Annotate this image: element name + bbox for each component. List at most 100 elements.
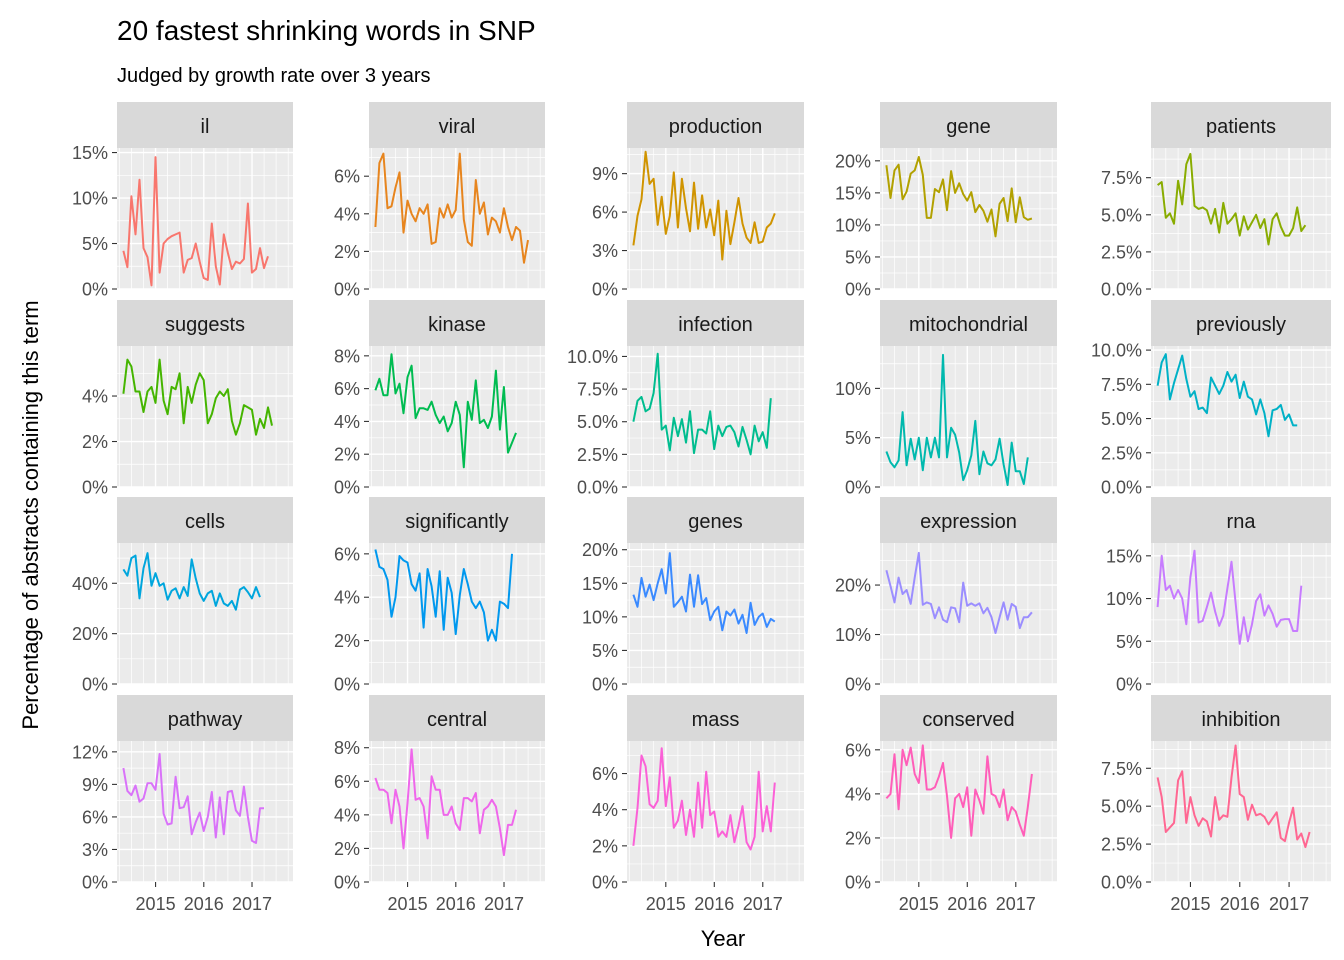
y-tick-label: 20%: [582, 540, 618, 560]
facet-infection: infection 0.0% 2.5% 5.0% 7.5% 10.0%: [567, 300, 804, 498]
facet-strip: [627, 102, 804, 148]
series-line: [122, 156, 269, 287]
y-tick-label: 6%: [845, 740, 871, 760]
x-tick-label: 2015: [1170, 894, 1210, 914]
facet-strip-label: infection: [678, 314, 753, 336]
y-tick-label: 12%: [72, 742, 108, 762]
facet-strip: [117, 695, 293, 741]
facet-strip-label: il: [201, 116, 210, 138]
y-tick-label: 8%: [334, 738, 360, 758]
facet-strip-label: production: [669, 116, 762, 138]
y-tick-label: 9%: [82, 775, 108, 795]
facet-kinase: kinase 0% 2% 4% 6% 8%: [334, 300, 545, 498]
facet-strip-label: patients: [1206, 116, 1276, 138]
y-tick-label: 6%: [82, 807, 108, 827]
y-tick-label: 7.5%: [1101, 759, 1142, 779]
x-axis-label: Year: [701, 926, 745, 951]
y-tick-label: 6%: [592, 203, 618, 223]
x-tick-label: 2016: [184, 894, 224, 914]
facet-significantly: significantly 0% 2% 4% 6%: [334, 497, 545, 695]
facet-strip-label: expression: [920, 511, 1017, 533]
y-tick-label: 20%: [835, 576, 871, 596]
x-tick-label: 2017: [232, 894, 272, 914]
facet-il: il 0% 5% 10% 15%: [72, 102, 293, 300]
y-tick-label: 6%: [334, 167, 360, 187]
y-tick-label: 15%: [1106, 546, 1142, 566]
facet-strip: [1151, 102, 1331, 148]
facet-strip: [117, 300, 293, 346]
facet-strip-label: significantly: [405, 511, 508, 533]
facet-strip: [627, 300, 804, 346]
y-tick-label: 0%: [82, 675, 108, 695]
y-tick-label: 20%: [72, 624, 108, 644]
y-tick-label: 9%: [592, 164, 618, 184]
y-tick-label: 0%: [334, 280, 360, 300]
y-tick-label: 0%: [1116, 675, 1142, 695]
facet-strip: [369, 300, 545, 346]
y-tick-label: 6%: [334, 379, 360, 399]
y-tick-label: 40%: [72, 574, 108, 594]
y-tick-label: 15%: [72, 143, 108, 163]
facet-strip: [369, 102, 545, 148]
facet-gene: gene 0% 5% 10% 15% 20%: [835, 102, 1057, 300]
y-tick-label: 2.5%: [1101, 835, 1142, 855]
y-tick-label: 10%: [835, 215, 871, 235]
series-line: [632, 747, 776, 851]
series-line: [374, 353, 517, 469]
y-tick-label: 0%: [82, 478, 108, 498]
series-line: [1156, 744, 1311, 849]
facet-strip: [1151, 695, 1331, 741]
chart-title: 20 fastest shrinking words in SNP: [117, 15, 536, 46]
panel-background: [880, 543, 1057, 684]
y-tick-label: 10%: [582, 607, 618, 627]
series-line: [885, 156, 1033, 238]
facet-mass: mass 0% 2% 4% 6% 2015 2016 2017: [592, 695, 804, 914]
y-tick-label: 0%: [82, 280, 108, 300]
y-tick-label: 5%: [1116, 632, 1142, 652]
facet-strip: [880, 300, 1057, 346]
facet-strip-label: mass: [692, 709, 740, 731]
y-tick-label: 3%: [592, 241, 618, 261]
y-tick-label: 0%: [592, 675, 618, 695]
y-tick-label: 0%: [334, 873, 360, 893]
y-tick-label: 10%: [72, 189, 108, 209]
facet-strip: [117, 102, 293, 148]
series-line: [1157, 152, 1307, 246]
y-tick-label: 5%: [592, 641, 618, 661]
y-tick-label: 20%: [835, 151, 871, 171]
series-line: [1156, 549, 1303, 645]
y-tick-label: 2%: [592, 836, 618, 856]
facet-expression: expression 0% 10% 20%: [835, 497, 1057, 695]
facet-inhibition: inhibition 0.0% 2.5% 5.0% 7.5% 2015 2016 2017: [1101, 695, 1331, 914]
y-tick-label: 8%: [334, 346, 360, 366]
y-axis-label: Percentage of abstracts containing this …: [18, 300, 43, 729]
x-tick-label: 2016: [694, 894, 734, 914]
panel-background: [117, 741, 293, 882]
y-tick-label: 0.0%: [1101, 873, 1142, 893]
facet-strip: [117, 497, 293, 543]
facet-strip-label: genes: [688, 511, 743, 533]
facet-suggests: suggests 0% 2% 4%: [82, 300, 293, 498]
facet-strip: [880, 497, 1057, 543]
y-tick-label: 4%: [334, 204, 360, 224]
facet-strip-label: viral: [439, 116, 476, 138]
panel-background: [1151, 148, 1331, 289]
x-tick-label: 2016: [947, 894, 987, 914]
facet-central: central 0% 2% 4% 6% 8% 2015 2016 2017: [334, 695, 545, 914]
y-tick-label: 0%: [592, 873, 618, 893]
y-tick-label: 5.0%: [577, 412, 618, 432]
y-tick-label: 2.5%: [1101, 242, 1142, 262]
y-tick-label: 4%: [845, 784, 871, 804]
x-tick-label: 2017: [743, 894, 783, 914]
facet-strip-label: cells: [185, 511, 225, 533]
y-tick-label: 0.0%: [1101, 478, 1142, 498]
y-tick-label: 3%: [82, 840, 108, 860]
y-tick-label: 0.0%: [1101, 280, 1142, 300]
y-tick-label: 10%: [835, 625, 871, 645]
facet-strip: [1151, 497, 1331, 543]
y-tick-label: 10%: [835, 379, 871, 399]
y-tick-label: 0.0%: [577, 478, 618, 498]
facet-strip: [369, 497, 545, 543]
y-tick-label: 15%: [582, 574, 618, 594]
